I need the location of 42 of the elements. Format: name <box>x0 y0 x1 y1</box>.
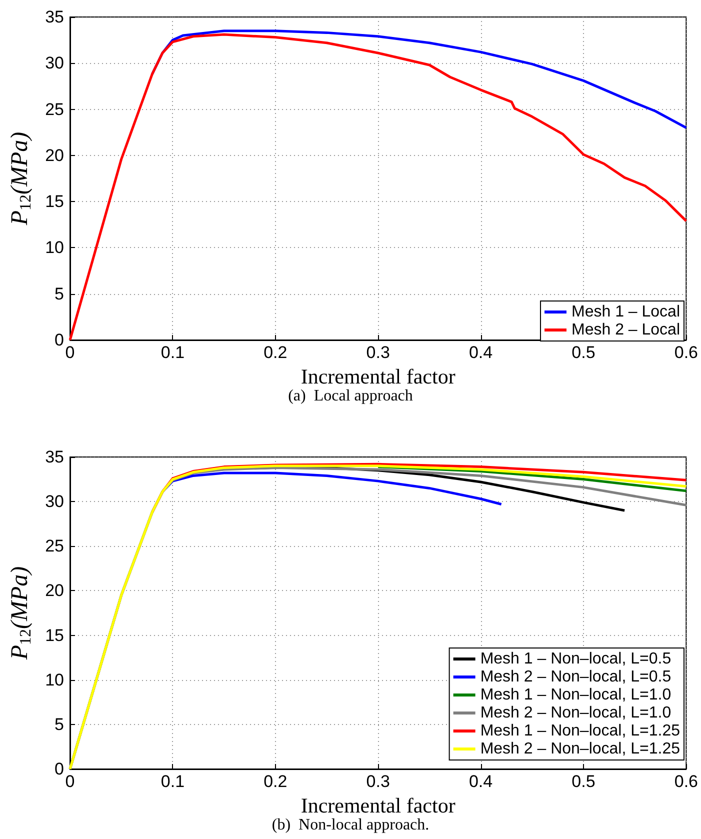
x-tick-label: 0.2 <box>264 772 288 791</box>
x-tick-label: 0.1 <box>160 772 185 791</box>
legend-label: Mesh 2 – Non–local, L=1.0 <box>480 704 672 722</box>
legend-label: Mesh 2 – Non–local, L=0.5 <box>480 668 672 686</box>
y-tick-label: 20 <box>45 146 64 165</box>
x-tick-label: 0.5 <box>572 343 596 362</box>
legend-label: Mesh 2 – Local <box>571 322 680 338</box>
y-tick-label: 5 <box>54 284 64 304</box>
legend-label: Mesh 1 – Non–local, L=0.5 <box>480 650 672 668</box>
y-tick-label: 20 <box>45 581 64 600</box>
x-tick-label: 0.6 <box>674 343 698 362</box>
y-tick-label: 10 <box>45 670 64 690</box>
text: (a) Local approach <box>288 388 413 404</box>
y-axis-title: P12(MPa) <box>7 566 34 661</box>
y-tick-label: 35 <box>45 8 64 26</box>
x-tick-label: 0.2 <box>264 343 288 362</box>
x-axis-title: Incremental factor <box>300 793 456 818</box>
y-tick-label: 10 <box>45 238 64 258</box>
legend-label: Mesh 1 – Local <box>571 304 680 320</box>
y-tick-label: 5 <box>54 714 64 734</box>
y-tick-label: 0 <box>54 330 64 350</box>
legend-label: Mesh 1 – Non–local, L=1.25 <box>480 722 680 740</box>
y-tick-label: 35 <box>45 448 64 466</box>
y-tick-label: 15 <box>45 192 64 212</box>
y-axis-title: P12(MPa) <box>7 132 34 226</box>
x-tick-label: 0.1 <box>160 343 185 362</box>
x-axis-title: Incremental factor <box>300 364 456 388</box>
y-tick-label: 30 <box>45 492 64 512</box>
x-tick-label: 0.4 <box>468 772 493 791</box>
x-tick-label: 0.6 <box>674 772 698 791</box>
x-tick-label: 0.3 <box>366 772 390 791</box>
y-tick-label: 0 <box>54 760 64 778</box>
x-tick-label: 0.3 <box>366 343 390 362</box>
legend-label: Mesh 2 – Non–local, L=1.25 <box>480 740 680 758</box>
text: (b) Non-local approach. <box>272 816 430 834</box>
y-tick-label: 15 <box>45 626 64 645</box>
legend-label: Mesh 1 – Non–local, L=1.0 <box>480 686 672 704</box>
y-tick-label: 25 <box>45 536 64 556</box>
x-tick-label: 0.4 <box>468 343 493 362</box>
y-tick-label: 25 <box>45 100 64 119</box>
y-tick-label: 30 <box>45 54 64 73</box>
x-tick-label: 0.5 <box>572 772 596 791</box>
